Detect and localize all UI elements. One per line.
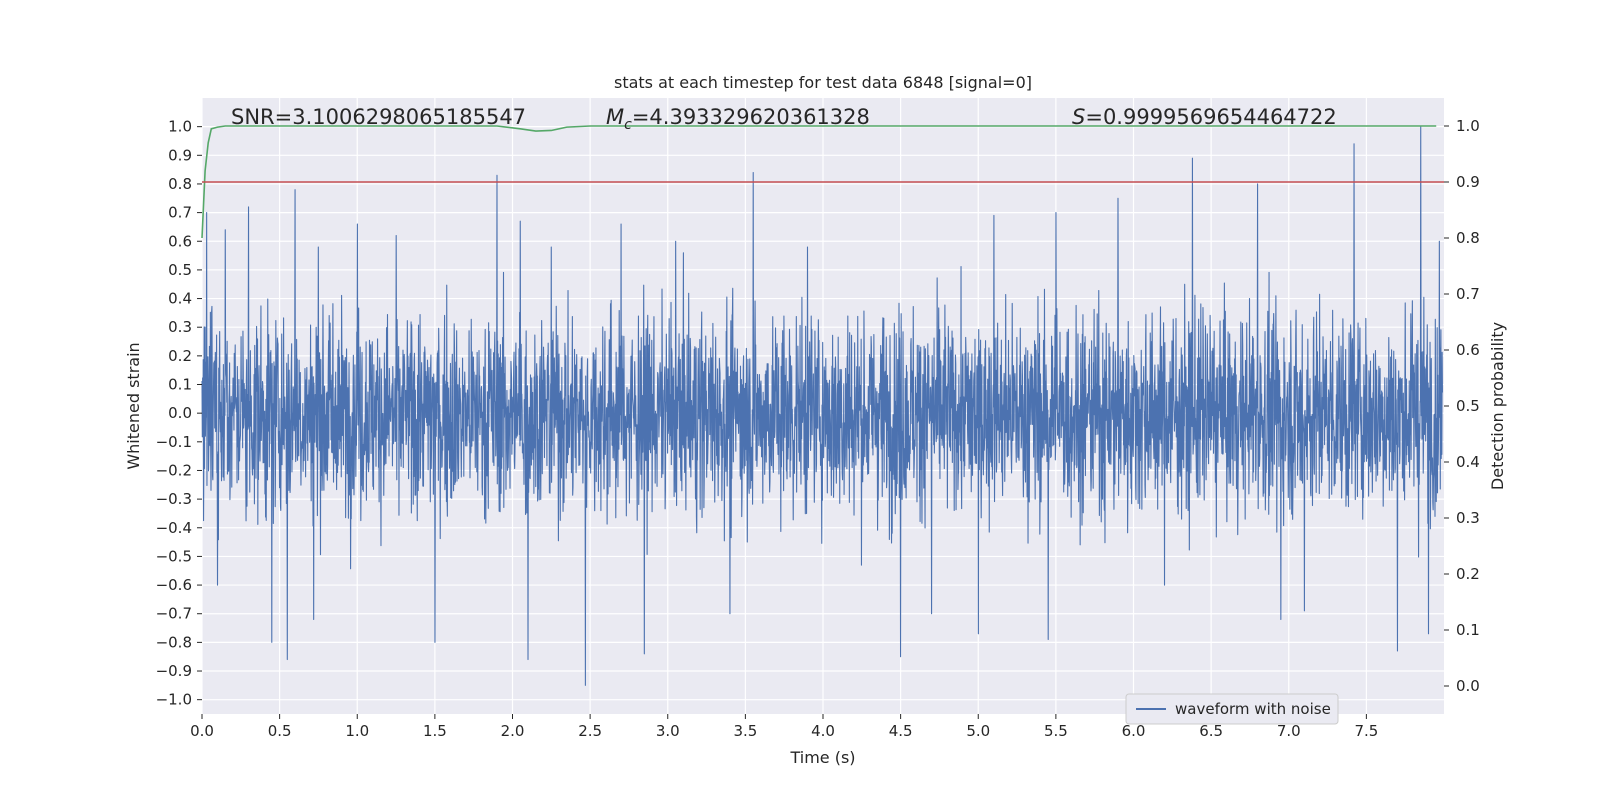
chart-title: stats at each timestep for test data 684… xyxy=(614,73,1032,92)
s-annotation: S=0.9999569654464722 xyxy=(1072,105,1337,129)
y-tick-label: 0.5 xyxy=(168,261,192,279)
y-tick-label: −0.3 xyxy=(156,490,192,508)
y-tick-label: −0.4 xyxy=(156,519,192,537)
y-tick-label: −0.5 xyxy=(156,547,192,565)
y-tick-label: 0.1 xyxy=(168,376,192,394)
x-tick-label: 0.0 xyxy=(190,722,214,740)
y-tick-label: 0.4 xyxy=(168,290,192,308)
y-tick-label: 0.9 xyxy=(168,146,192,164)
x-tick-label: 5.0 xyxy=(966,722,990,740)
y2-tick-label: 1.0 xyxy=(1456,117,1480,135)
y2-tick-label: 0.7 xyxy=(1456,285,1480,303)
y-axis-right: 1.0 0.9 0.8 0.7 0.6 0.5 0.4 0.3 0.2 0.1 0.0 xyxy=(1444,117,1480,695)
y-tick-label: 0.0 xyxy=(168,404,192,422)
mc-value: =4.393329620361328 xyxy=(632,105,870,129)
mc-subscript: c xyxy=(624,117,632,133)
mc-symbol: M xyxy=(606,105,624,129)
x-tick-label: 1.5 xyxy=(423,722,447,740)
y-tick-label: 0.3 xyxy=(168,318,192,336)
y2-tick-label: 0.8 xyxy=(1456,229,1480,247)
y2-tick-label: 0.0 xyxy=(1456,677,1480,695)
waveform-line xyxy=(201,126,1443,686)
waveform-series xyxy=(201,126,1443,686)
y-tick-label: 1.0 xyxy=(168,118,192,136)
y2-tick-label: 0.6 xyxy=(1456,341,1480,359)
y2-tick-label: 0.4 xyxy=(1456,453,1480,471)
y-axis-left: 1.0 0.9 0.8 0.7 0.6 0.5 0.4 0.3 0.2 0.1 0.0 −0.1 −0.… xyxy=(156,118,202,709)
legend: waveform with noise xyxy=(1125,693,1339,725)
x-tick-label: 6.5 xyxy=(1199,722,1223,740)
x-tick-label: 2.0 xyxy=(501,722,525,740)
x-tick-label: 1.0 xyxy=(345,722,369,740)
y2-axis-label: Detection probability xyxy=(1488,322,1507,490)
y-tick-label: −1.0 xyxy=(156,691,192,709)
y2-tick-label: 0.1 xyxy=(1456,621,1480,639)
x-tick-label: 3.5 xyxy=(733,722,757,740)
y-tick-label: −0.8 xyxy=(156,633,192,651)
y2-tick-label: 0.5 xyxy=(1456,397,1480,415)
y-tick-label: −0.2 xyxy=(156,461,192,479)
legend-box xyxy=(1125,693,1339,725)
x-tick-label: 2.5 xyxy=(578,722,602,740)
y-tick-label: 0.7 xyxy=(168,204,192,222)
s-value: =0.9999569654464722 xyxy=(1085,105,1336,129)
x-axis: 0.0 0.5 1.0 1.5 2.0 2.5 3.0 3.5 4.0 4.5 5.0 5.5 6.0 6… xyxy=(190,714,1378,740)
x-tick-label: 7.0 xyxy=(1277,722,1301,740)
y-tick-label: −0.9 xyxy=(156,662,192,680)
x-tick-label: 0.5 xyxy=(268,722,292,740)
x-axis-label: Time (s) xyxy=(789,748,855,767)
y-tick-label: 0.8 xyxy=(168,175,192,193)
y2-tick-label: 0.2 xyxy=(1456,565,1480,583)
y-tick-label: 0.6 xyxy=(168,232,192,250)
snr-annotation: SNR=3.1006298065185547 xyxy=(231,105,526,129)
legend-label: waveform with noise xyxy=(1175,700,1331,718)
x-tick-label: 3.0 xyxy=(656,722,680,740)
x-tick-label: 7.5 xyxy=(1354,722,1378,740)
y2-tick-label: 0.9 xyxy=(1456,173,1480,191)
x-tick-label: 4.0 xyxy=(811,722,835,740)
probability-line xyxy=(201,125,1437,239)
y2-tick-label: 0.3 xyxy=(1456,509,1480,527)
y-tick-label: −0.1 xyxy=(156,433,192,451)
y-tick-label: 0.2 xyxy=(168,347,192,365)
s-symbol: S xyxy=(1072,105,1085,129)
y-tick-label: −0.6 xyxy=(156,576,192,594)
y-tick-label: −0.7 xyxy=(156,605,192,623)
x-tick-label: 5.5 xyxy=(1044,722,1068,740)
probability-series xyxy=(201,125,1437,239)
x-tick-label: 4.5 xyxy=(889,722,913,740)
y-axis-label: Whitened strain xyxy=(124,342,143,469)
x-tick-label: 6.0 xyxy=(1122,722,1146,740)
mc-annotation: Mc=4.393329620361328 xyxy=(606,105,870,133)
